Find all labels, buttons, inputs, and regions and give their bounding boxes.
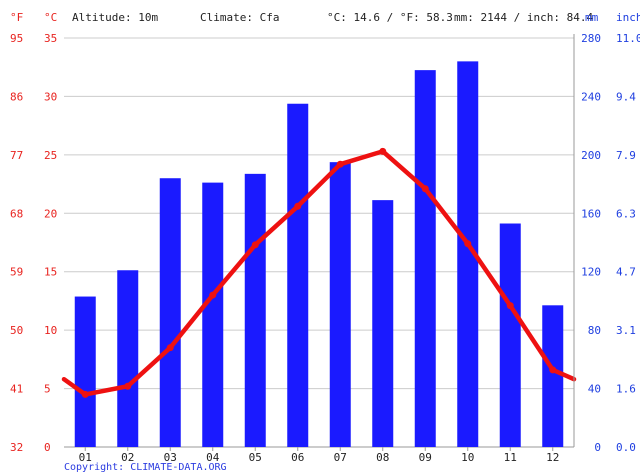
temperature-point [81,390,89,398]
tick-label-mm: 200 [581,149,601,162]
tick-label-inch: 6.3 [616,207,636,220]
month-label: 04 [206,451,220,464]
temperature-average-text: °C: 14.6 / °F: 58.3 [327,11,453,24]
tick-label-c: 30 [44,90,57,103]
unit-c-label: °C [44,11,57,24]
tick-label-c: 15 [44,266,57,279]
tick-label-f: 50 [10,324,23,337]
tick-label-inch: 7.9 [616,149,636,162]
precipitation-bar [499,223,521,447]
tick-label-f: 59 [10,266,23,279]
precipitation-bar [414,70,436,447]
tick-label-inch: 11.0 [616,32,640,45]
month-label: 06 [291,451,304,464]
tick-label-mm: 120 [581,266,601,279]
temperature-point [549,366,557,374]
tick-label-inch: 1.6 [616,383,636,396]
tick-label-c: 0 [44,441,51,454]
temperature-point [166,344,174,352]
month-label: 03 [164,451,177,464]
temperature-point [209,291,217,299]
tick-label-mm: 160 [581,207,601,220]
grid-lines [64,37,574,448]
tick-label-c: 5 [44,383,51,396]
tick-label-f: 68 [10,207,23,220]
month-label: 05 [249,451,262,464]
month-label: 08 [376,451,389,464]
precipitation-bar [372,200,394,447]
unit-f-label: °F [10,11,23,24]
unit-mm-label: mm [585,11,599,24]
tick-label-mm: 0 [594,441,601,454]
month-label: 10 [461,451,474,464]
tick-label-inch: 3.1 [616,324,636,337]
tick-label-mm: 240 [581,90,601,103]
tick-label-inch: 9.4 [616,90,636,103]
tick-label-mm: 80 [588,324,601,337]
month-label: 01 [79,451,92,464]
precipitation-bar [457,61,479,447]
altitude-text: Altitude: 10m [72,11,158,24]
month-label: 11 [504,451,517,464]
tick-label-f: 41 [10,383,23,396]
unit-inch-label: inch [616,11,640,24]
tick-label-c: 10 [44,324,57,337]
precipitation-bar [329,162,351,448]
precipitation-bar [117,270,139,447]
precipitation-total-text: mm: 2144 / inch: 84.4 [454,11,593,24]
month-label: 07 [334,451,347,464]
temperature-point [464,240,472,248]
precipitation-bar [244,173,266,447]
temperature-point [251,241,259,249]
tick-label-mm: 40 [588,383,601,396]
tick-label-inch: 0.0 [616,441,636,454]
precipitation-bars [74,61,564,448]
temperature-point [379,147,387,155]
tick-label-inch: 4.7 [616,266,636,279]
month-label: 12 [546,451,559,464]
tick-label-c: 35 [44,32,57,45]
temperature-point [336,160,344,168]
tick-label-c: 25 [44,149,57,162]
precipitation-bar [287,103,309,447]
tick-label-f: 77 [10,149,23,162]
tick-label-c: 20 [44,207,57,220]
temperature-point [294,202,302,210]
tick-label-mm: 280 [581,32,601,45]
precipitation-bar [202,182,224,447]
temperature-point [124,382,132,390]
precipitation-bar [159,178,181,447]
month-label: 09 [419,451,432,464]
precipitation-bar [74,296,96,447]
month-label: 02 [121,451,134,464]
tick-label-f: 95 [10,32,23,45]
temperature-polyline [61,149,577,397]
tick-label-f: 86 [10,90,23,103]
temperature-line [61,147,577,398]
tick-label-f: 32 [10,441,23,454]
climate-text: Climate: Cfa [200,11,279,24]
copyright-text: Copyright: CLIMATE-DATA.ORG [64,462,227,472]
precipitation-bar [542,305,564,447]
temperature-point [421,185,429,193]
temperature-point [506,302,514,310]
